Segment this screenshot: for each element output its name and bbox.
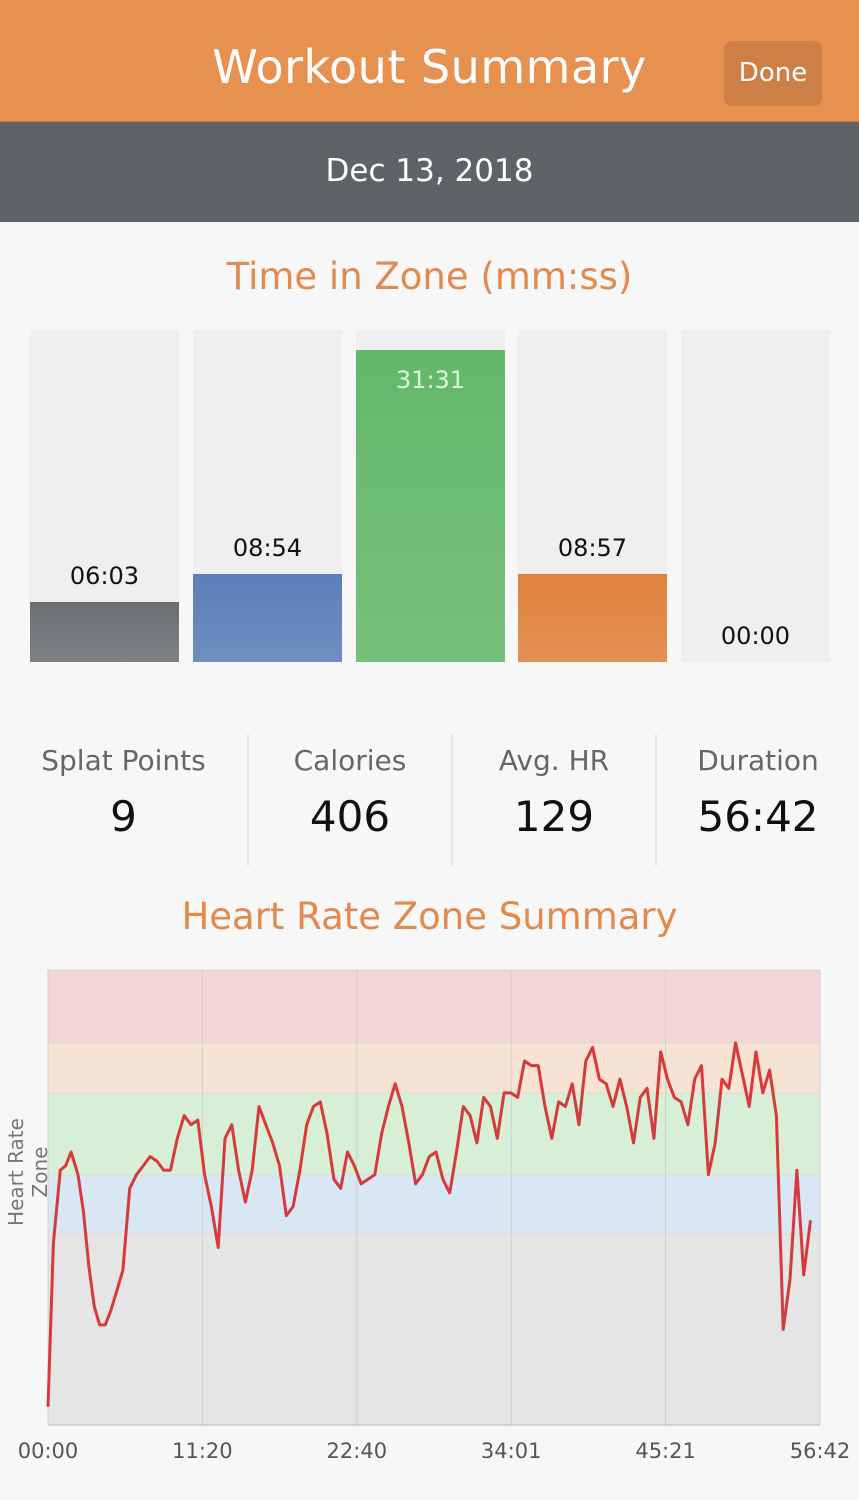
zone-time-label: 31:31 [395, 366, 466, 394]
x-tick-label: 34:01 [480, 1439, 542, 1463]
stat-label: Avg. HR [498, 744, 610, 777]
divider [655, 734, 657, 866]
stat-avg-hr: Avg. HR 129 [453, 734, 655, 866]
hr-zone-chart: Heart Rate Zone 00:00 11:20 22:40 34:01 45:2… [0, 960, 859, 1500]
stat-splat-points: Splat Points 9 [0, 734, 247, 866]
x-tick-label: 45:21 [635, 1439, 696, 1463]
x-tick-label: 00:00 [17, 1439, 79, 1463]
done-button[interactable]: Done [724, 41, 822, 106]
stat-value: 129 [513, 792, 595, 841]
zone-fill [518, 574, 667, 662]
stat-label: Duration [697, 744, 819, 777]
zone-fill [356, 350, 505, 662]
stat-calories: Calories 406 [249, 734, 451, 866]
zone-time-label: 00:00 [720, 622, 791, 650]
zone-bar-2: 08:54 [193, 330, 342, 662]
stat-value: 9 [110, 792, 137, 841]
zone-band-5 [48, 970, 820, 1043]
stats-row: Splat Points 9 Calories 406 Avg. HR 129 … [0, 734, 859, 866]
zone-bar-1: 06:03 [30, 330, 179, 662]
zone-fill [193, 574, 342, 662]
zone-band-1 [48, 1233, 820, 1425]
page-title: Workout Summary [212, 40, 647, 94]
divider [451, 734, 453, 866]
stat-label: Splat Points [41, 744, 206, 777]
stat-duration: Duration 56:42 [657, 734, 859, 866]
zone-bar-3: 31:31 [356, 330, 505, 662]
stat-value: 56:42 [697, 792, 819, 841]
workout-date: Dec 13, 2018 [0, 122, 859, 222]
stat-value: 406 [309, 792, 391, 841]
hr-zone-summary-title: Heart Rate Zone Summary [181, 895, 678, 938]
zone-time-label: 08:57 [557, 534, 628, 562]
time-in-zone-title: Time in Zone (mm:ss) [226, 255, 633, 298]
hr-chart-svg [46, 969, 821, 1426]
zone-band-4 [48, 1042, 820, 1093]
zone-bar-4: 08:57 [518, 330, 667, 662]
zone-band-2 [48, 1174, 820, 1234]
x-tick-label: 22:40 [326, 1439, 388, 1463]
heart-rate-line [46, 1041, 812, 1407]
zone-fill [30, 602, 179, 662]
x-tick-label: 11:20 [172, 1439, 233, 1463]
zone-bar-5: 00:00 [681, 330, 830, 662]
x-tick-label: 56:42 [789, 1439, 851, 1463]
zone-time-label: 06:03 [69, 562, 140, 590]
divider [247, 734, 249, 866]
app-header: Workout Summary Done [0, 0, 859, 122]
stat-label: Calories [293, 744, 407, 777]
zone-time-label: 08:54 [232, 534, 303, 562]
